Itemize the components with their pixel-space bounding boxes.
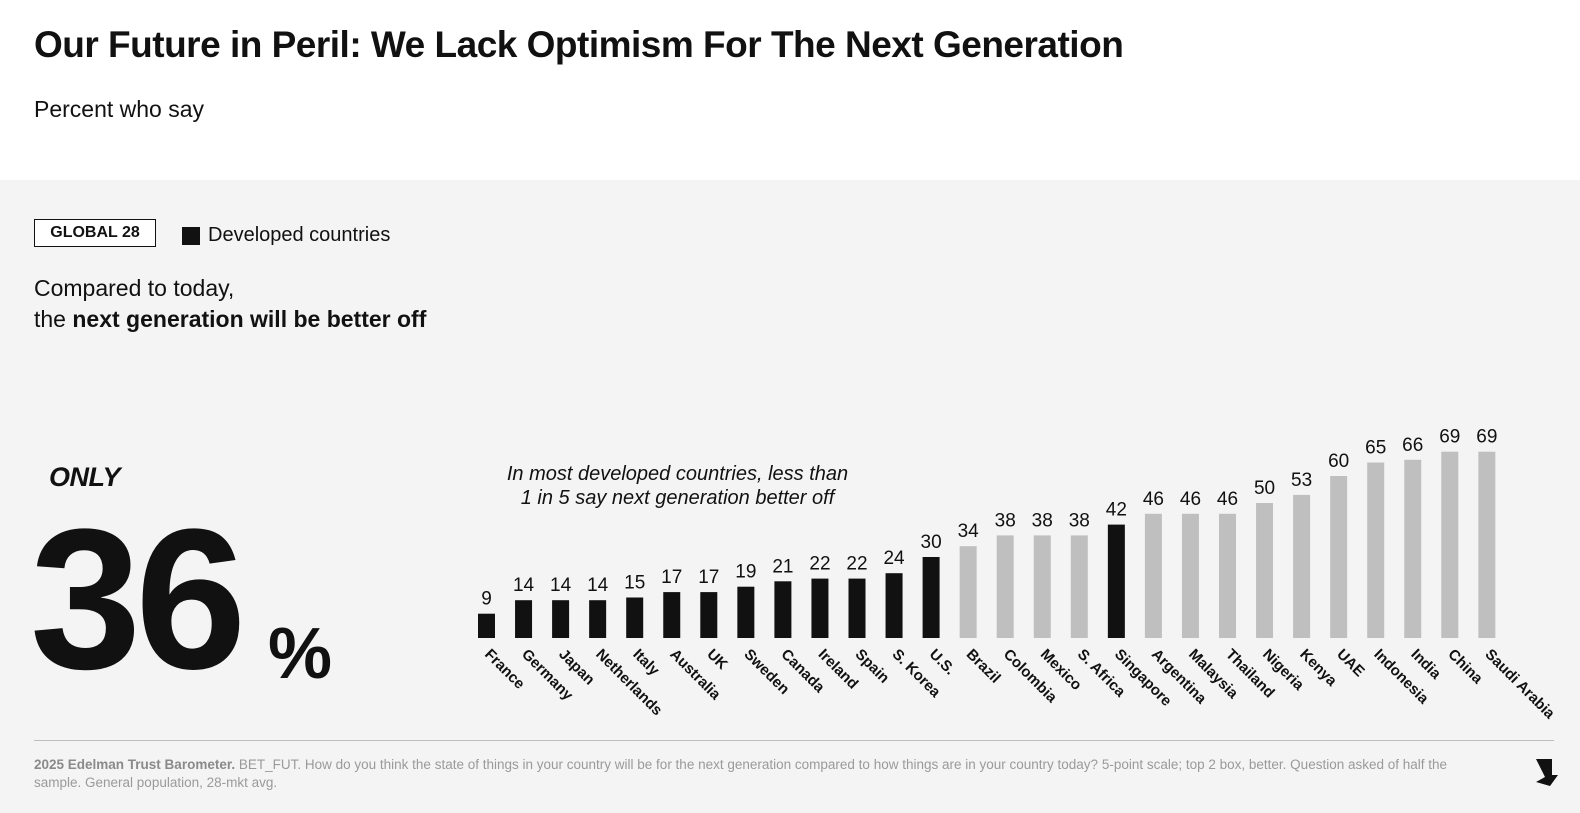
bar-value-label: 38: [995, 510, 1016, 531]
page-title: Our Future in Peril: We Lack Optimism Fo…: [34, 24, 1124, 65]
bar-value-label: 14: [587, 575, 609, 596]
bar: [959, 546, 977, 638]
bar-value-label: 34: [958, 521, 980, 542]
percent-sign: %: [268, 614, 333, 694]
bar: [848, 578, 866, 638]
footnote: 2025 Edelman Trust Barometer. BET_FUT. H…: [34, 756, 1494, 792]
bar-value-label: 42: [1106, 500, 1127, 521]
bar-value-label: 46: [1143, 489, 1164, 510]
bar-value-label: 17: [698, 567, 719, 588]
bar: [626, 597, 644, 638]
bar: [1330, 476, 1348, 638]
footer-divider: [34, 740, 1554, 741]
global-badge: GLOBAL 28: [34, 219, 156, 247]
next-arrow-icon[interactable]: [1528, 756, 1558, 786]
bar: [811, 578, 829, 638]
category-label: France: [481, 646, 528, 693]
bar: [552, 600, 570, 638]
category-label: China: [1444, 646, 1486, 688]
bar-value-label: 15: [624, 573, 645, 594]
bar: [1404, 459, 1422, 638]
bar: [515, 600, 533, 638]
question-prefix: the: [34, 306, 66, 332]
bar-value-label: 14: [513, 575, 535, 596]
page-subtitle: Percent who say: [34, 96, 205, 122]
footnote-source: 2025 Edelman Trust Barometer.: [34, 757, 236, 772]
bar: [885, 573, 903, 638]
category-label: Saudi Arabia: [1482, 646, 1559, 723]
bar: [1293, 494, 1311, 638]
category-label: Italy: [629, 646, 663, 680]
chart-panel: [0, 180, 1580, 813]
chart-annotation: In most developed countries, less than 1…: [490, 462, 865, 510]
bar-value-label: 19: [735, 562, 756, 583]
annotation-line-2: 1 in 5 say next generation better off: [520, 487, 835, 509]
bar-value-label: 65: [1365, 438, 1386, 459]
bar: [1144, 513, 1162, 638]
bar-value-label: 14: [550, 575, 572, 596]
bar-value-label: 38: [1032, 510, 1053, 531]
question-bold: next generation will be better off: [72, 306, 427, 332]
bar: [737, 586, 755, 638]
question-line-2: the next generation will be better off: [34, 306, 426, 333]
legend-swatch: [182, 227, 200, 245]
bar: [1441, 451, 1459, 638]
question-line-1: Compared to today,: [34, 275, 235, 301]
bar-value-label: 69: [1439, 427, 1460, 448]
bar: [996, 535, 1014, 638]
bar: [1256, 503, 1274, 638]
category-label: UK: [703, 646, 730, 673]
bar: [1367, 462, 1385, 638]
bar: [922, 557, 940, 638]
bar-value-label: 9: [481, 589, 492, 610]
bar: [1033, 535, 1051, 638]
bar: [774, 581, 792, 638]
global-value: 36: [30, 488, 246, 711]
legend-label: Developed countries: [208, 224, 391, 246]
bar: [478, 613, 495, 638]
bar-value-label: 60: [1328, 451, 1349, 472]
bar-value-label: 66: [1402, 435, 1423, 456]
bar-value-label: 53: [1291, 470, 1312, 491]
bar: [1181, 513, 1199, 638]
bar: [589, 600, 607, 638]
footnote-text: BET_FUT. How do you think the state of t…: [34, 757, 1448, 790]
bar-value-label: 22: [846, 554, 867, 575]
bar-value-label: 30: [921, 532, 942, 553]
bar-value-label: 46: [1180, 489, 1201, 510]
bar-value-label: 50: [1254, 478, 1275, 499]
bar-value-label: 69: [1476, 427, 1497, 448]
bar-value-label: 17: [661, 567, 682, 588]
bar: [1219, 513, 1236, 638]
bar: [1107, 524, 1125, 638]
category-label: Brazil: [963, 646, 1004, 687]
bar: [1070, 535, 1088, 638]
bar-value-label: 22: [809, 554, 830, 575]
bar-value-label: 24: [883, 548, 905, 569]
bar-value-label: 46: [1217, 489, 1238, 510]
category-label: U.S.: [926, 646, 959, 679]
bar: [1478, 451, 1496, 638]
bar-value-label: 38: [1069, 510, 1090, 531]
annotation-line-1: In most developed countries, less than: [506, 463, 849, 485]
bar-value-label: 21: [772, 556, 793, 577]
only-label: ONLY: [49, 462, 121, 492]
bar: [700, 592, 718, 638]
bar: [663, 592, 681, 638]
